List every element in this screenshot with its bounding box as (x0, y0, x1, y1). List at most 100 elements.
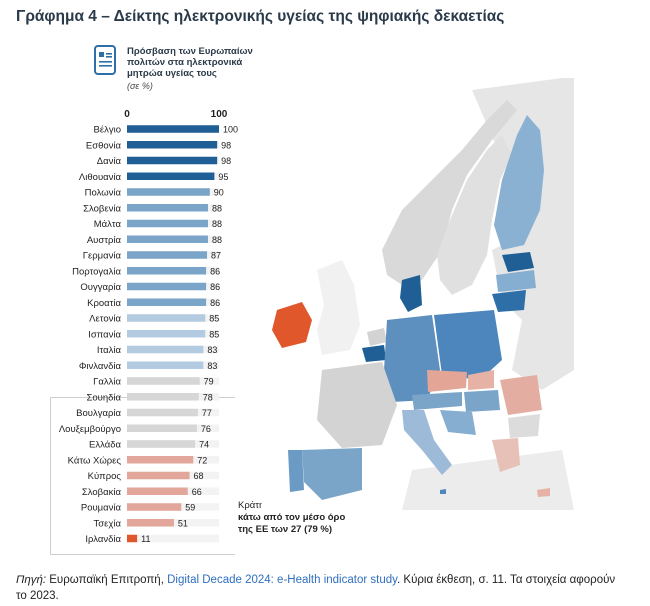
bar (127, 314, 206, 322)
source-link[interactable]: Digital Decade 2024: e-Health indicator … (167, 574, 398, 586)
france-shape (317, 362, 397, 448)
value-label: 68 (194, 471, 204, 481)
category-label: Σλοβενία (83, 203, 121, 214)
value-label: 88 (212, 235, 222, 245)
bar (127, 235, 208, 243)
bar-chart: 0 100 Βέλγιο 100 Εσθονία 98 Δανία 98 Λιθουανία 95… (59, 109, 238, 545)
category-label: Λιθουανία (79, 172, 122, 183)
value-label: 86 (210, 266, 220, 276)
bar (127, 251, 208, 259)
europe-map (262, 70, 574, 510)
category-label: Μάλτα (94, 219, 122, 230)
category-label: Κάτω Χώρες (68, 455, 122, 466)
malta-shape (440, 489, 446, 494)
category-label: Ουγγαρία (80, 282, 121, 293)
value-label: 72 (197, 455, 207, 465)
source-note: Πηγή: Ευρωπαϊκή Επιτροπή, Digital Decade… (16, 572, 626, 604)
denmark-shape (400, 275, 422, 312)
bar (127, 156, 218, 165)
value-label: 88 (212, 219, 222, 229)
austria-shape (412, 392, 462, 410)
spain-shape (302, 448, 362, 500)
greece-shape (492, 438, 520, 472)
bar (127, 471, 190, 480)
value-label: 59 (185, 503, 195, 513)
bar (127, 345, 204, 354)
ireland-shape (272, 302, 312, 348)
hungary-shape (464, 390, 500, 412)
bar (127, 408, 198, 417)
finland-shape (494, 115, 544, 250)
category-label: Πολωνία (85, 188, 122, 199)
poland-shape (434, 310, 502, 380)
category-label: Εσθονία (86, 140, 122, 151)
bulgaria-shape (508, 414, 540, 438)
value-label: 74 (199, 440, 209, 450)
bar (127, 424, 197, 432)
category-label: Τσεχία (94, 518, 122, 529)
category-label: Κροατία (87, 298, 121, 309)
bar (127, 125, 219, 133)
legend-title: Πρόσβαση των Ευρωπαίων πολιτών στα ηλεκτ… (127, 46, 253, 79)
value-label: 83 (207, 345, 217, 355)
value-label: 76 (201, 424, 211, 434)
bar (127, 440, 196, 448)
bar (127, 267, 207, 275)
category-label: Πορτογαλία (72, 266, 121, 277)
value-label: 88 (212, 203, 222, 213)
category-label: Ιρλανδία (85, 534, 121, 545)
category-label: Βουλγαρία (76, 408, 121, 419)
value-label: 85 (209, 329, 219, 339)
bar-track (127, 534, 219, 543)
value-label: 51 (178, 518, 188, 528)
value-label: 98 (221, 140, 231, 150)
uk-shape (317, 260, 360, 355)
category-label: Ισπανία (88, 329, 121, 340)
source-prefix: Πηγή: (16, 574, 47, 586)
value-label: 77 (202, 408, 212, 418)
health-record-device-icon (94, 45, 116, 75)
category-label: Ιταλία (97, 345, 122, 356)
value-label: 78 (203, 392, 213, 402)
category-label: Γαλλία (93, 377, 121, 388)
latvia-shape (496, 270, 536, 292)
source-publisher: Ευρωπαϊκή Επιτροπή, (46, 574, 168, 586)
bar (127, 456, 194, 464)
category-label: Φινλανδία (79, 361, 122, 372)
bar (127, 172, 215, 180)
bar (127, 503, 182, 511)
cyprus-shape (537, 488, 550, 497)
slovenia-croatia-shape (440, 410, 476, 435)
bar (127, 487, 188, 495)
category-label: Ελλάδα (89, 440, 121, 451)
x-tick-label: 100 (211, 109, 228, 120)
bar (127, 393, 199, 401)
category-label: Βέλγιο (94, 125, 121, 136)
category-label: Κύπρος (88, 471, 122, 482)
bar (127, 204, 208, 212)
value-label: 100 (223, 125, 238, 135)
value-label: 83 (207, 361, 217, 371)
sweden-shape (437, 135, 512, 295)
bar (127, 282, 207, 291)
category-label: Γερμανία (83, 251, 122, 262)
norway-shape (382, 100, 517, 285)
bar (127, 219, 208, 228)
value-label: 98 (221, 156, 231, 166)
bar (127, 377, 200, 385)
category-label: Δανία (97, 156, 122, 167)
portugal-shape (288, 450, 304, 492)
estonia-shape (502, 252, 534, 272)
bar (127, 298, 207, 306)
netherlands-shape (367, 328, 387, 346)
bar (127, 330, 206, 338)
category-label: Αυστρία (87, 235, 122, 246)
value-label: 95 (218, 172, 228, 182)
value-label: 86 (210, 282, 220, 292)
legend-unit: (σε %) (127, 81, 153, 91)
lithuania-shape (492, 290, 526, 312)
bar (127, 141, 218, 149)
value-label: 66 (192, 487, 202, 497)
value-label: 11 (141, 534, 150, 544)
bar (127, 361, 204, 369)
